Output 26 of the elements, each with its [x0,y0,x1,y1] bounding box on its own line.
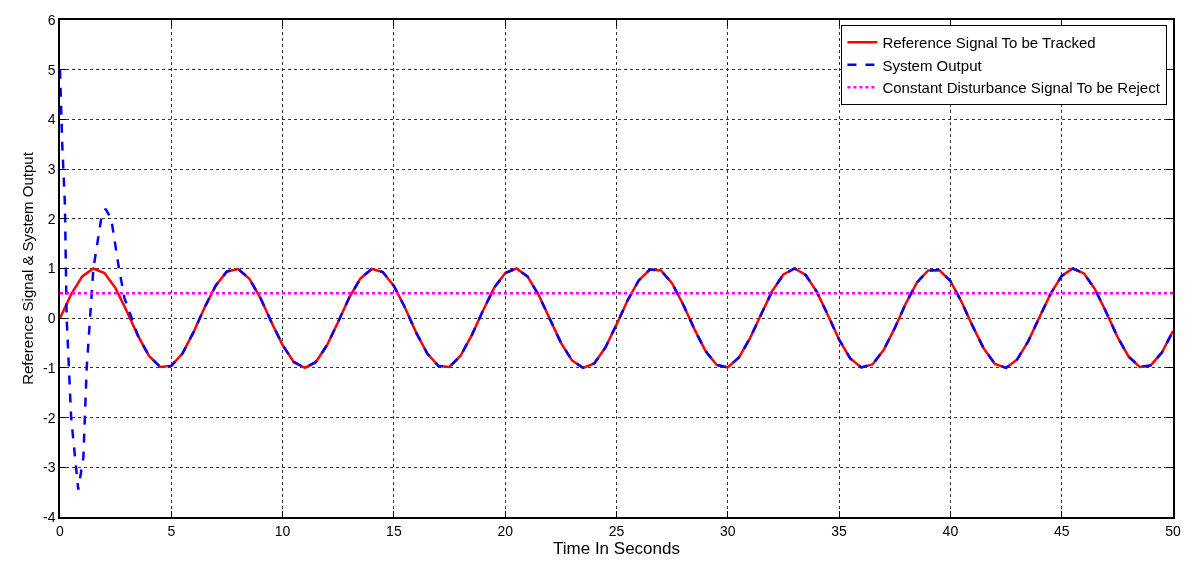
y-tick-label: 4 [47,111,56,128]
legend-label: Constant Disturbance Signal To be Reject [882,79,1161,97]
y-tick-label: -2 [43,409,56,426]
y-tick-label: 2 [47,210,56,227]
legend-label: Reference Signal To be Tracked [882,34,1096,52]
x-tick-label: 5 [167,522,176,539]
y-tick-label: 1 [47,260,56,277]
legend-label: System Output [882,56,983,74]
x-tick-label: 45 [1053,522,1070,539]
y-tick-label: 0 [47,310,56,327]
x-axis-title: Time In Seconds [553,538,680,558]
y-tick-label: 3 [47,161,56,177]
x-tick-label: 25 [608,522,625,539]
y-axis-title: Reference Signal & System Output [18,151,36,385]
y-tick-label: -1 [43,359,56,376]
x-tick-label: 35 [831,522,848,539]
y-tick-label: 6 [47,11,56,28]
y-tick-label: -4 [43,508,56,525]
x-tick-label: 20 [497,522,514,539]
x-tick-label: 40 [942,522,959,539]
x-tick-label: 15 [386,522,402,539]
x-tick-label: 30 [720,522,736,539]
y-tick-label: -3 [43,459,56,476]
x-tick-label: 50 [1165,522,1181,539]
y-tick-label: 5 [47,61,56,78]
x-tick-label: 10 [274,522,291,539]
